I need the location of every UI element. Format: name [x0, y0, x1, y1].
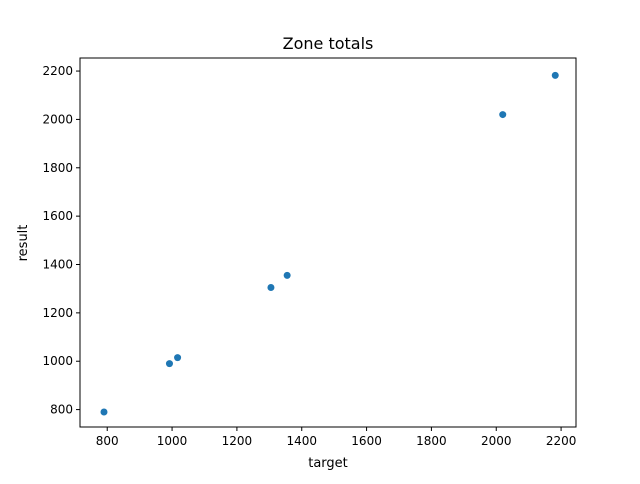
chart-title: Zone totals [283, 34, 374, 53]
x-tick-label: 800 [96, 434, 119, 448]
y-tick-label: 2200 [42, 64, 73, 78]
data-point [551, 71, 559, 79]
y-axis-label: result [16, 225, 31, 262]
y-tick-label: 1000 [42, 354, 73, 368]
data-point [165, 360, 173, 368]
data-point [100, 408, 108, 416]
x-axis-label: target [308, 456, 348, 471]
y-tick-label: 1400 [42, 258, 73, 272]
y-tick-label: 800 [50, 403, 73, 417]
x-tick-label: 1400 [286, 434, 317, 448]
x-tick-label: 2200 [546, 434, 577, 448]
y-axis-ticks: 800 1000 1200 1400 1600 1800 2000 2200 [42, 64, 80, 417]
x-tick-label: 1800 [416, 434, 447, 448]
data-point [174, 354, 182, 362]
x-axis-ticks: 800 1000 1200 1400 1600 1800 2000 2200 [96, 427, 577, 448]
data-points [100, 71, 559, 416]
x-tick-label: 1000 [157, 434, 188, 448]
data-point [499, 111, 507, 119]
y-tick-label: 1600 [42, 209, 73, 223]
plot-frame [79, 57, 577, 428]
x-tick-label: 1600 [351, 434, 382, 448]
data-point [267, 283, 275, 291]
y-tick-label: 1800 [42, 161, 73, 175]
y-tick-label: 1200 [42, 306, 73, 320]
x-tick-label: 1200 [222, 434, 253, 448]
y-tick-label: 2000 [42, 112, 73, 126]
x-tick-label: 2000 [481, 434, 512, 448]
data-point [283, 271, 291, 279]
